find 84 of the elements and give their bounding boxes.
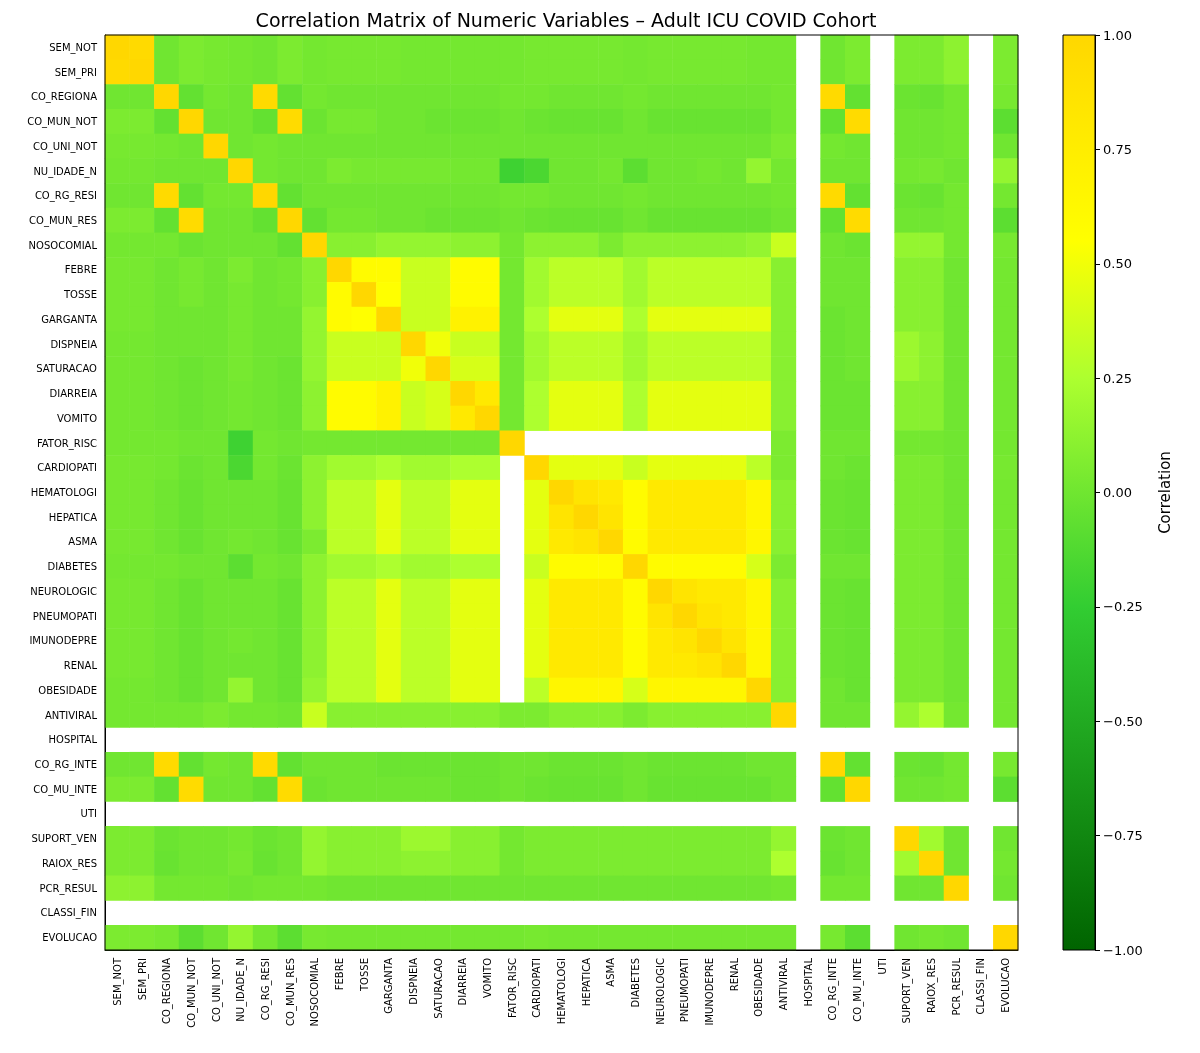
- color-bar-title: Correlation: [1155, 451, 1174, 534]
- x-tick-label: RENAL: [728, 957, 740, 992]
- y-tick-label: CO_MU_INTE: [33, 783, 97, 796]
- x-tick-label: SEM_PRI: [136, 958, 149, 1001]
- color-bar-label: 0.25: [1103, 370, 1132, 386]
- y-tick-label: OBESIDADE: [38, 684, 97, 696]
- color-bar-label: 0.50: [1103, 256, 1132, 272]
- x-tick-label: CO_UNI_NOT: [210, 957, 223, 1023]
- x-tick-label: HEPATICA: [580, 957, 592, 1007]
- x-tick-label: EVOLUCAO: [1000, 957, 1012, 1013]
- x-tick-label: IMUNODEPRE: [704, 958, 716, 1026]
- y-tick-label: PNEUMOPATI: [32, 610, 97, 622]
- y-tick-label: RENAL: [63, 660, 98, 672]
- x-tick-label: GARGANTA: [383, 957, 395, 1014]
- x-tick-label: PNEUMOPATI: [679, 958, 691, 1023]
- y-tick-label: ASMA: [68, 536, 98, 548]
- x-tick-label: SUPORT_VEN: [901, 958, 914, 1024]
- y-tick-label: VOMITO: [56, 412, 98, 424]
- x-tick-label: CO_MU_INTE: [852, 958, 865, 1022]
- y-tick-label: TOSSE: [63, 289, 97, 301]
- x-tick-label: CO_MUN_RES: [284, 958, 297, 1026]
- x-tick-label: OBESIDADE: [753, 958, 765, 1017]
- x-tick-label: PCR_RESUL: [950, 957, 963, 1016]
- x-tick-label: CARDIOPATI: [531, 958, 543, 1018]
- x-tick-label: SATURACAO: [432, 957, 444, 1019]
- chart-title: Correlation Matrix of Numeric Variables – Adult ICU COVID Cohort: [255, 8, 877, 31]
- x-tick-label: HOSPITAL: [802, 957, 814, 1007]
- y-tick-label: CO_UNI_NOT: [32, 140, 98, 153]
- x-tick-label: CLASSI_FIN: [975, 958, 988, 1015]
- y-tick-label: RAIOX_RES: [41, 857, 97, 870]
- x-tick-label: DIARREIA: [457, 957, 469, 1006]
- y-tick-label: ANTIVIRAL: [44, 709, 98, 721]
- x-tick-label: DIABETES: [630, 958, 642, 1008]
- color-bar-label: 0.75: [1103, 141, 1132, 157]
- color-bar-label: 0.00: [1103, 485, 1132, 500]
- x-tick-label: CO_RG_RESI: [259, 958, 272, 1021]
- y-tick-label: CO_RG_RESI: [34, 190, 97, 203]
- color-bar-label: −1.00: [1103, 942, 1143, 958]
- x-tick-label: TOSSE: [358, 958, 370, 992]
- x-tick-label: ASMA: [605, 957, 617, 987]
- x-tick-label: CO_RG_INTE: [827, 958, 840, 1021]
- y-tick-label: CLASSI_FIN: [40, 907, 97, 920]
- y-tick-label: SATURACAO: [36, 363, 98, 375]
- y-tick-label: UTI: [80, 808, 97, 820]
- y-tick-label: SUPORT_VEN: [31, 833, 97, 846]
- y-tick-label: DISPNEIA: [50, 338, 98, 350]
- x-tick-label: NEUROLOGIC: [654, 958, 666, 1025]
- y-tick-label: SEM_NOT: [49, 41, 98, 54]
- x-tick-label: NOSOCOMIAL: [309, 957, 321, 1027]
- x-tick-label: ANTIVIRAL: [778, 957, 790, 1011]
- x-tick-label: NU_IDADE_N: [235, 958, 248, 1022]
- color-bar-label: −0.50: [1103, 713, 1143, 729]
- y-tick-label: NOSOCOMIAL: [28, 239, 98, 251]
- x-tick-label: CO_MUN_NOT: [185, 957, 198, 1028]
- x-tick-label: FATOR_RISC: [506, 957, 519, 1019]
- y-tick-label: FATOR_RISC: [36, 437, 98, 450]
- y-tick-label: CARDIOPATI: [37, 462, 97, 474]
- color-bar-label: 1.00: [1103, 27, 1132, 43]
- x-tick-label: DISPNEIA: [407, 957, 419, 1005]
- y-tick-label: HOSPITAL: [48, 734, 98, 746]
- y-tick-label: IMUNODEPRE: [29, 635, 97, 647]
- color-bar-label: −0.25: [1103, 599, 1143, 615]
- y-tick-label: NU_IDADE_N: [33, 165, 97, 178]
- x-tick-label: HEMATOLOGI: [556, 958, 567, 1025]
- x-tick-label: UTI: [876, 958, 888, 975]
- x-tick-label: RAIOX_RES: [926, 958, 939, 1014]
- y-tick-label: DIABETES: [47, 561, 97, 573]
- y-tick-label: CO_RG_INTE: [34, 759, 97, 772]
- x-tick-label: FEBRE: [333, 958, 345, 991]
- y-tick-label: HEPATICA: [48, 511, 98, 523]
- x-tick-label: VOMITO: [481, 957, 493, 999]
- x-tick-label: CO_REGIONA: [161, 957, 174, 1025]
- y-tick-label: NEUROLOGIC: [30, 585, 97, 597]
- y-tick-label: EVOLUCAO: [42, 932, 98, 944]
- color-bar-label: −0.75: [1103, 828, 1143, 844]
- y-tick-label: FEBRE: [64, 264, 97, 276]
- y-tick-label: GARGANTA: [41, 313, 98, 325]
- y-tick-label: DIARREIA: [49, 388, 98, 400]
- y-tick-label: SEM_PRI: [54, 66, 97, 79]
- y-tick-label: CO_REGIONA: [30, 91, 98, 104]
- y-tick-label: HEMATOLOGI: [30, 487, 97, 498]
- y-tick-label: CO_MUN_RES: [29, 214, 97, 227]
- y-tick-label: PCR_RESUL: [39, 882, 98, 895]
- y-tick-label: CO_MUN_NOT: [27, 116, 98, 129]
